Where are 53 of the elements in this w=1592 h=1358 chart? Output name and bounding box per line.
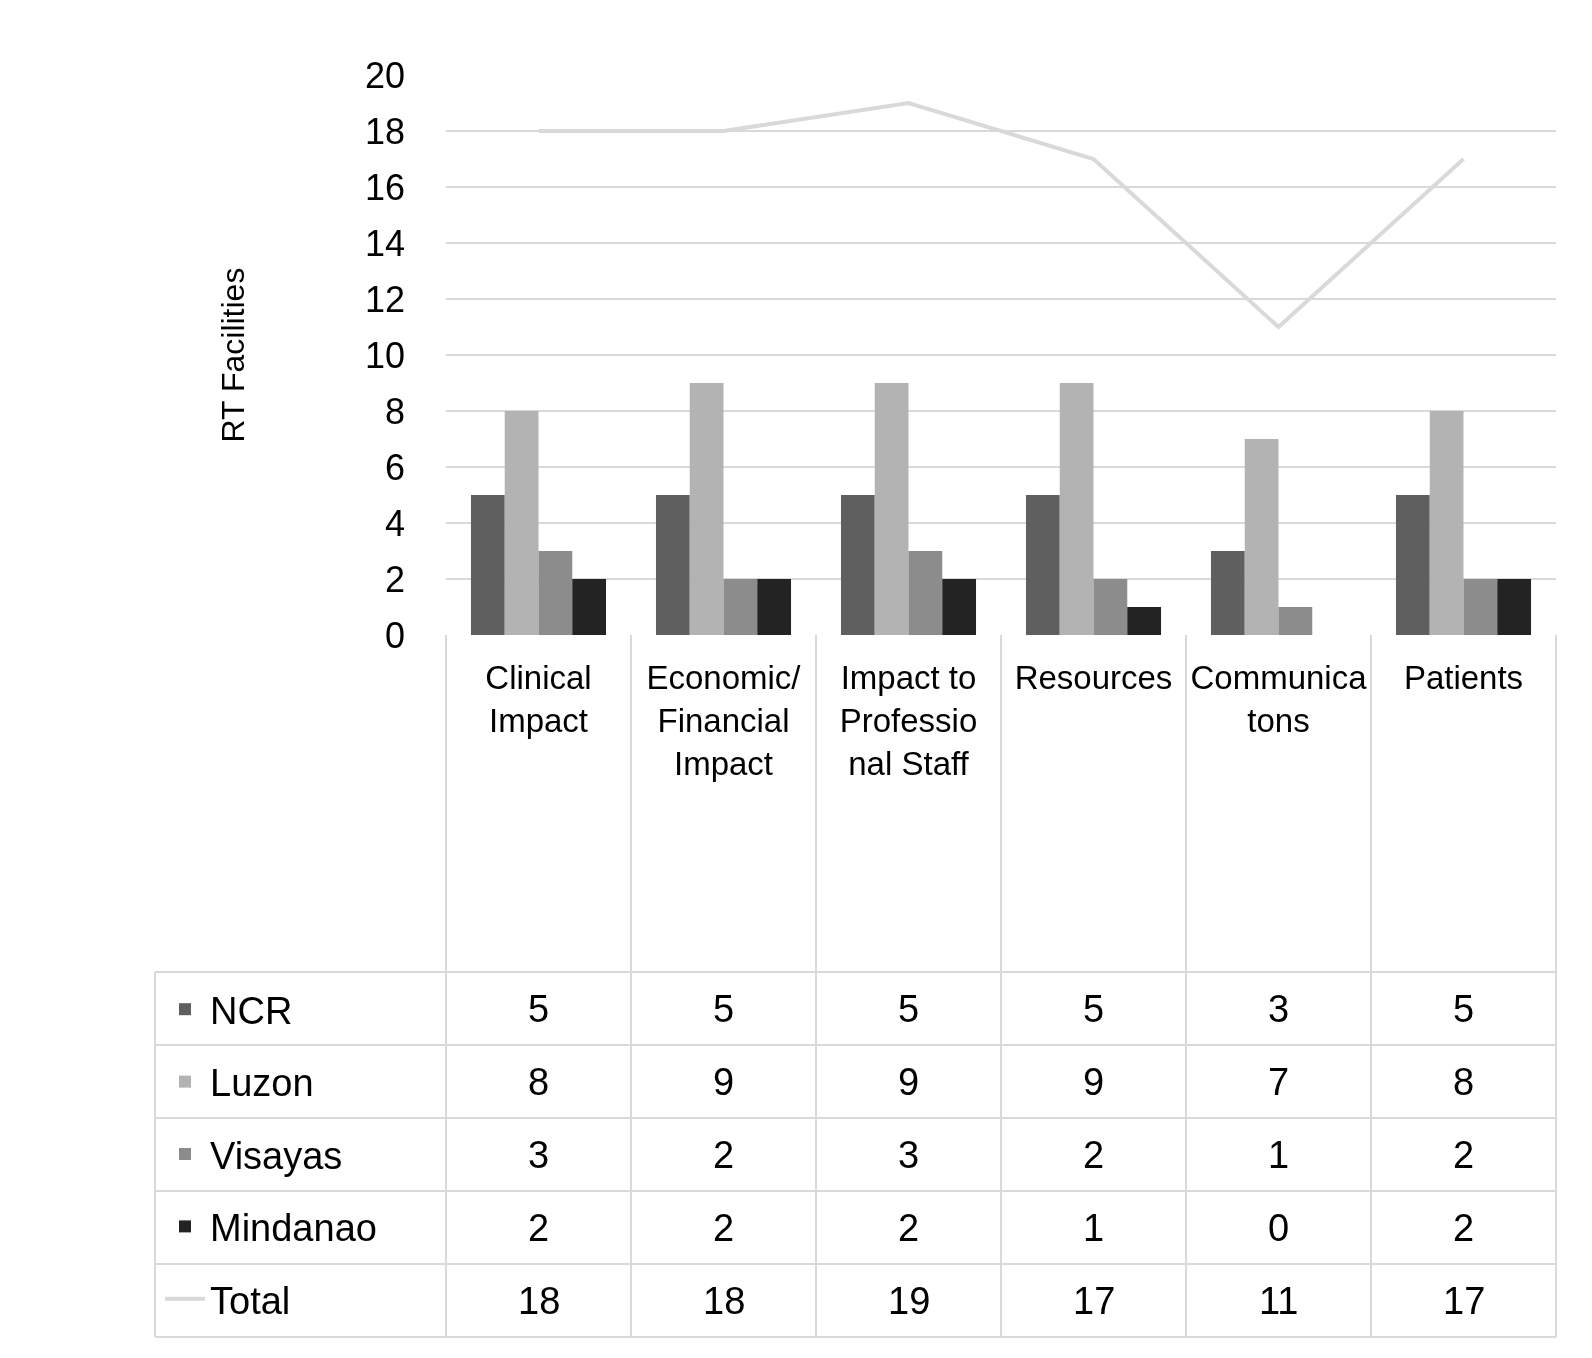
- y-tick-label: 16: [364, 166, 405, 208]
- data-label: 2: [1453, 1134, 1475, 1176]
- data-label: 5: [528, 988, 550, 1030]
- data-label: 17: [1073, 1280, 1116, 1322]
- x-tick-label: Economic/Financial Impact: [646, 659, 802, 782]
- data-label: 3: [528, 1134, 550, 1176]
- data-label: 18: [518, 1280, 561, 1322]
- data-label: 5: [713, 988, 735, 1030]
- data-label: 9: [898, 1061, 920, 1103]
- data-label: 18: [703, 1280, 746, 1322]
- data-label: 2: [713, 1134, 735, 1176]
- data-label: 2: [528, 1207, 550, 1249]
- y-tick-label: 20: [364, 54, 405, 96]
- legend-label: NCR: [210, 990, 293, 1033]
- data-label: 0: [1268, 1207, 1290, 1249]
- x-tick-label: Resources: [1014, 659, 1173, 696]
- legend-label: Luzon: [210, 1062, 314, 1105]
- data-label: 7: [1268, 1061, 1290, 1103]
- data-label: 3: [1268, 988, 1290, 1030]
- y-tick-label: 8: [384, 390, 405, 432]
- data-label: 2: [898, 1207, 920, 1249]
- data-label: 8: [1453, 1061, 1475, 1103]
- data-label: 2: [713, 1207, 735, 1249]
- data-label: 5: [1453, 988, 1475, 1030]
- data-label: 5: [898, 988, 920, 1030]
- x-tick-label: Impact to Professional Staff: [839, 659, 978, 782]
- data-label: 1: [1268, 1134, 1290, 1176]
- data-label: 5: [1083, 988, 1105, 1030]
- legend-label: Total: [210, 1279, 291, 1322]
- y-tick-label: 12: [364, 278, 405, 320]
- data-label: 3: [898, 1134, 920, 1176]
- data-label: 1: [1083, 1207, 1105, 1249]
- y-tick-label: 4: [384, 502, 405, 544]
- y-tick-label: 14: [364, 222, 405, 264]
- y-axis-title: RT Facilities: [215, 267, 252, 443]
- legend-label: Visayas: [210, 1134, 343, 1177]
- y-tick-label: 2: [384, 558, 405, 600]
- x-tick-label: Clinical Impact: [485, 659, 592, 739]
- x-tick-label: Patients: [1403, 659, 1524, 696]
- data-label: 9: [713, 1061, 735, 1103]
- data-label: 8: [528, 1061, 550, 1103]
- y-tick-label: 6: [384, 446, 405, 488]
- legend-label: Mindanao: [210, 1207, 377, 1250]
- data-label: 19: [888, 1280, 931, 1322]
- y-tick-label: 10: [364, 334, 405, 376]
- data-label: 2: [1453, 1207, 1475, 1249]
- data-label: 2: [1083, 1134, 1105, 1176]
- x-tick-label: Communicatons: [1190, 659, 1368, 739]
- y-tick-label: 0: [384, 614, 405, 656]
- y-tick-label: 18: [364, 110, 405, 152]
- data-label: 9: [1083, 1061, 1105, 1103]
- data-label: 17: [1443, 1280, 1486, 1322]
- data-label: 11: [1259, 1280, 1299, 1322]
